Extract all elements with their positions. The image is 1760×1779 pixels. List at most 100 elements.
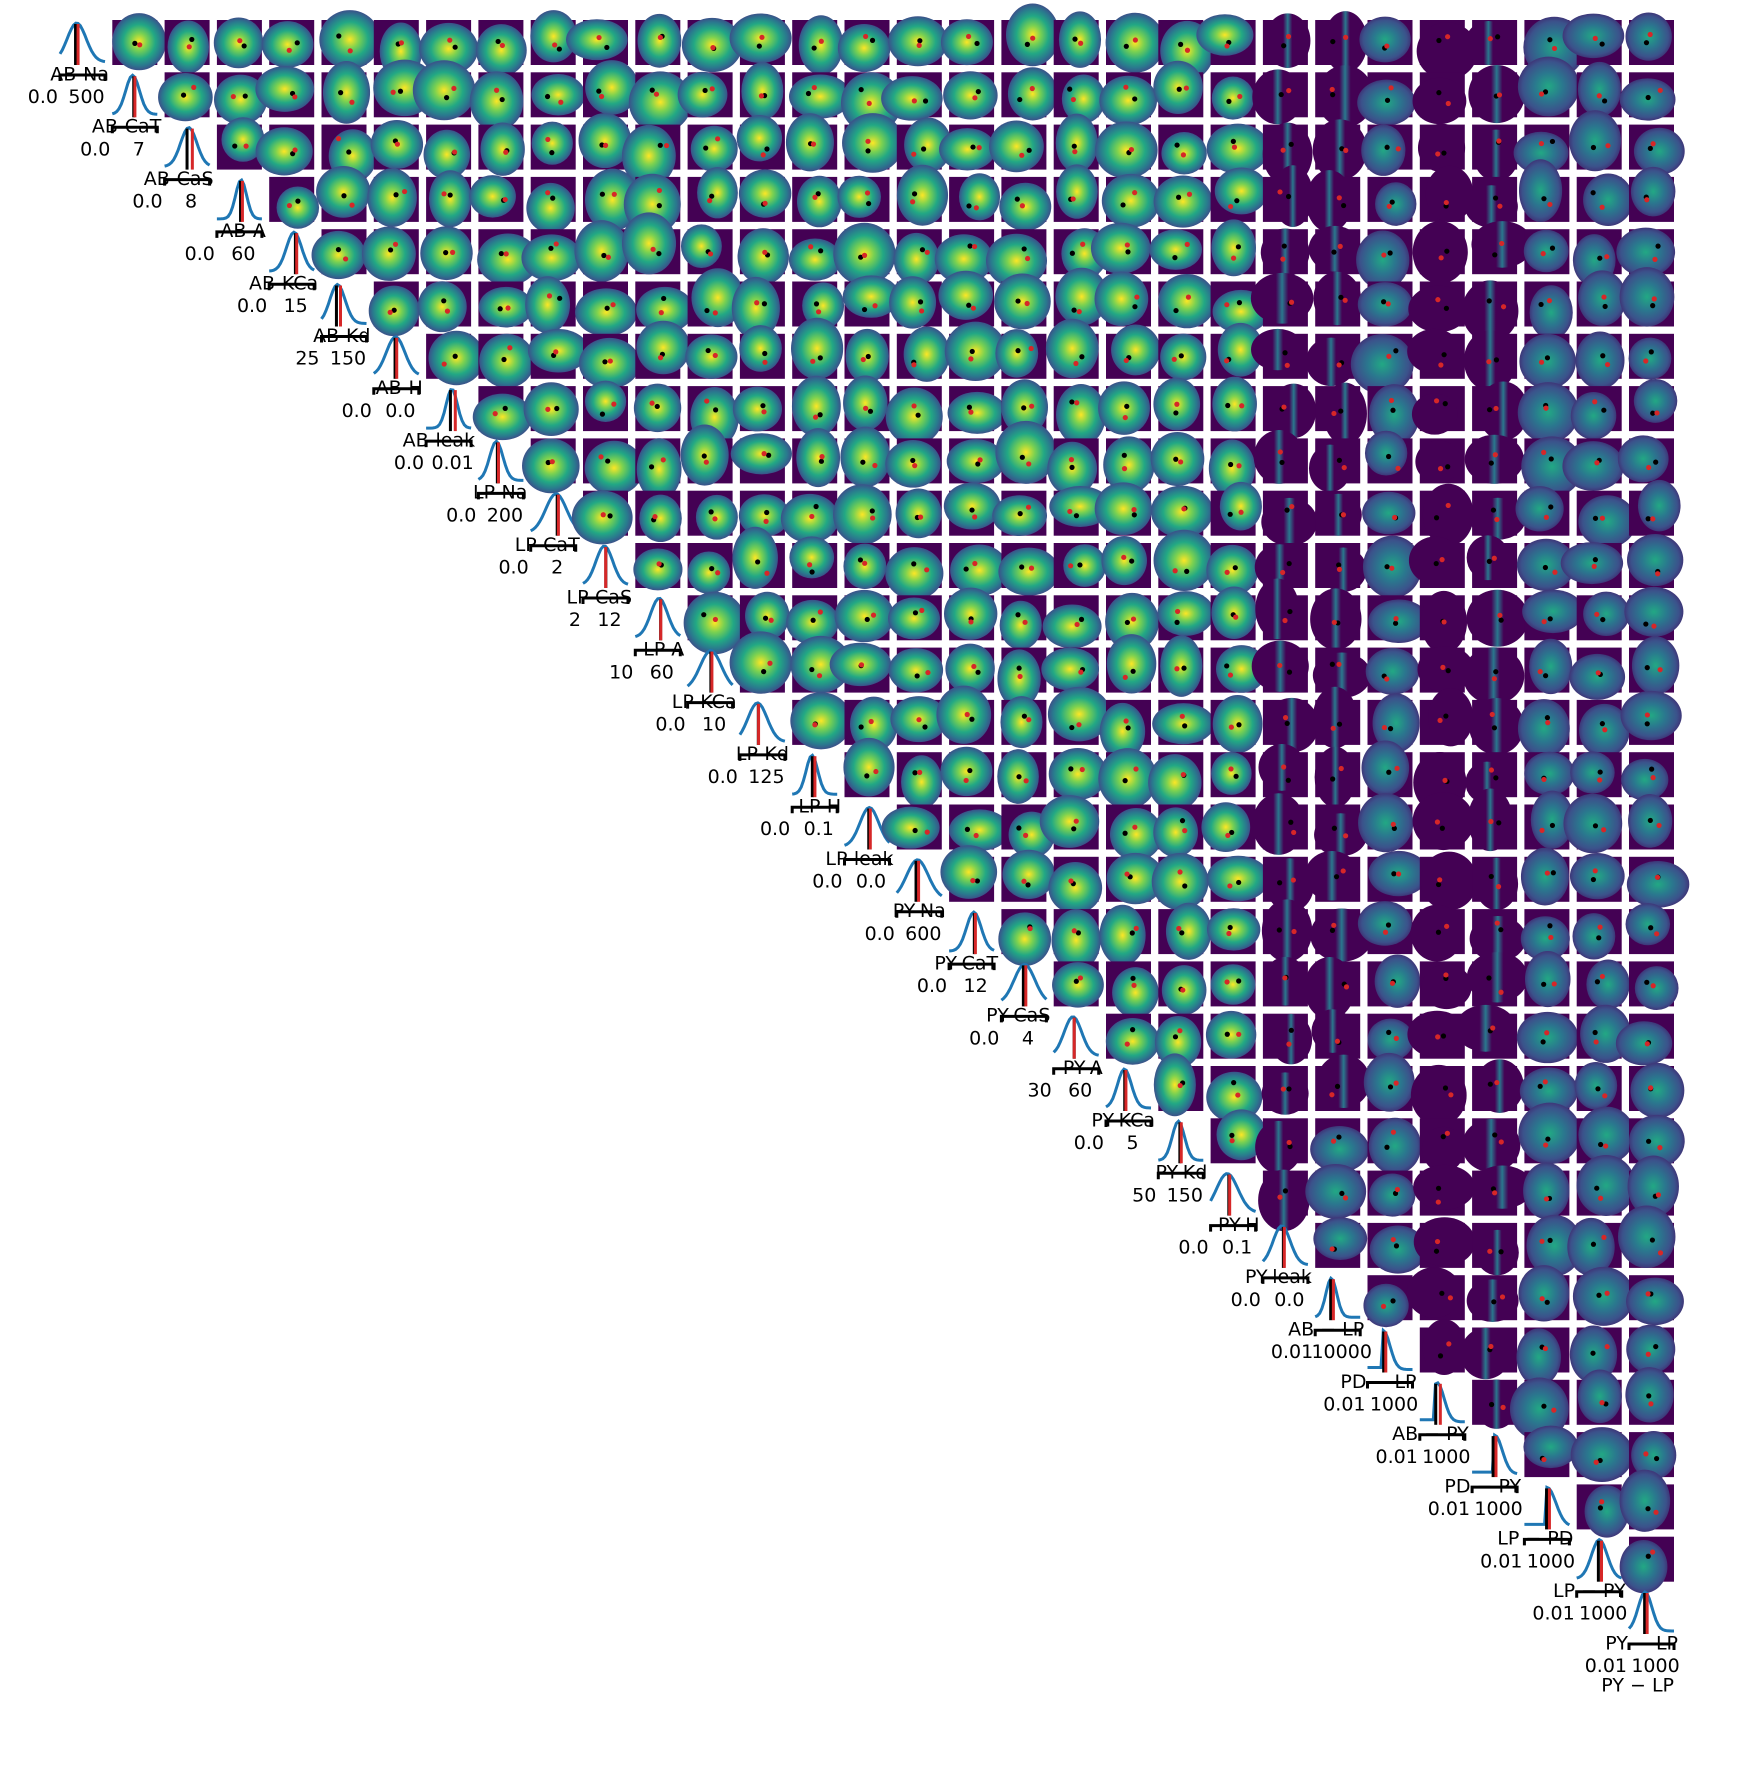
estimate-point <box>1549 245 1556 251</box>
estimate-point <box>501 356 507 363</box>
true-value-point <box>1441 619 1447 625</box>
density-blob <box>1619 267 1675 327</box>
density-panel-0-1 <box>112 13 167 71</box>
density-panel-22-23 <box>1258 1169 1310 1232</box>
estimate-point <box>1387 250 1393 256</box>
estimate-point <box>387 247 394 253</box>
true-value-point <box>973 205 979 211</box>
density-panel-8-19 <box>1047 438 1099 496</box>
estimate-point <box>1549 822 1556 829</box>
estimate-point <box>596 88 602 94</box>
tick-high-6: 0.0 <box>385 400 415 422</box>
density-blob <box>739 325 782 372</box>
true-value-point <box>1650 141 1656 147</box>
marginal-4 <box>269 230 315 275</box>
density-blob <box>943 482 1001 530</box>
estimate-point <box>1541 981 1547 987</box>
density-blob <box>1042 604 1102 649</box>
true-value-point <box>1180 987 1186 993</box>
true-value-point <box>1277 189 1283 195</box>
true-value-point <box>1487 36 1493 42</box>
density-panel-1-25 <box>1357 72 1416 126</box>
density-blob <box>1570 1427 1634 1482</box>
true-value-point <box>819 454 825 460</box>
param-label-27: AB − PY <box>1392 1423 1469 1445</box>
density-panel-3-9 <box>526 176 576 234</box>
density-blob <box>1211 219 1256 277</box>
density-blob <box>1151 853 1209 911</box>
marginal-18 <box>1000 962 1048 1007</box>
tick-low-10: 2 <box>569 609 581 631</box>
true-value-point <box>1491 555 1497 561</box>
estimate-point <box>969 348 975 355</box>
density-panel-1-20 <box>1099 72 1158 126</box>
true-value-point <box>970 877 976 884</box>
density-blob <box>1094 121 1158 179</box>
density-panel-6-19 <box>1045 318 1099 379</box>
density-blob <box>1621 758 1669 801</box>
true-value-point <box>1026 461 1032 467</box>
density-panel-15-23 <box>1252 793 1308 855</box>
tick-high-14: 0.1 <box>804 818 834 840</box>
density-blob <box>1206 908 1261 951</box>
tick-low-1: 0.0 <box>80 138 110 160</box>
estimate-point <box>1491 1299 1497 1305</box>
true-value-point <box>652 514 658 520</box>
density-blob <box>1412 220 1468 284</box>
density-panel-6-11 <box>635 320 691 379</box>
density-blob <box>790 692 852 750</box>
true-value-point <box>1286 1139 1292 1146</box>
true-value-point <box>1497 203 1503 209</box>
density-panel-8-15 <box>840 426 891 488</box>
density-blob <box>1314 813 1368 857</box>
estimate-point <box>1125 249 1131 255</box>
true-value-point <box>1542 1345 1549 1352</box>
density-blob <box>419 22 479 75</box>
true-value-point <box>230 93 236 100</box>
density-blob <box>1518 1102 1581 1165</box>
density-blob <box>1519 1067 1578 1115</box>
tick-high-26: 1000 <box>1422 1446 1470 1468</box>
estimate-point <box>1541 1403 1547 1409</box>
true-value-point <box>1073 818 1079 824</box>
density-blob <box>1106 852 1165 905</box>
density-blob <box>1359 16 1411 63</box>
true-value-point <box>1331 619 1337 625</box>
true-value-point <box>1329 1092 1335 1098</box>
density-blob <box>1308 444 1352 493</box>
axis-bracket-22 <box>1209 1224 1258 1232</box>
true-value-point <box>1280 147 1286 153</box>
true-value-point <box>1392 514 1398 521</box>
density-panel-1-18 <box>1001 67 1058 121</box>
density-blob <box>837 175 881 218</box>
density-panel-4-21 <box>1149 229 1204 275</box>
density-panel-3-25 <box>1367 176 1417 226</box>
density-panel-3-15 <box>837 175 890 222</box>
estimate-point <box>1541 196 1547 202</box>
true-value-point <box>1171 356 1177 362</box>
density-blob <box>1586 959 1630 1010</box>
estimate-point <box>1655 243 1661 249</box>
estimate-point <box>764 146 770 152</box>
density-blob <box>1630 166 1676 217</box>
true-value-point <box>1597 777 1603 783</box>
estimate-point <box>1131 512 1137 518</box>
density-blob <box>1529 285 1573 340</box>
estimate-point <box>922 98 929 104</box>
true-value-point <box>1122 414 1128 421</box>
estimate-point <box>1175 194 1182 200</box>
tick-high-0: 500 <box>68 86 104 108</box>
density-panel-0-27 <box>1465 20 1518 66</box>
true-value-point <box>818 38 824 44</box>
estimate-point <box>391 307 397 313</box>
density-blob <box>469 71 524 132</box>
density-blob <box>798 15 844 75</box>
true-value-point <box>1029 85 1035 92</box>
density-curve-18 <box>1000 962 1048 1002</box>
density-panel-4-27 <box>1471 221 1533 275</box>
density-blob <box>628 71 692 133</box>
true-value-point <box>709 86 715 92</box>
estimate-point <box>966 302 972 308</box>
density-panel-26-28 <box>1509 1377 1570 1441</box>
true-value-point <box>1336 661 1342 667</box>
